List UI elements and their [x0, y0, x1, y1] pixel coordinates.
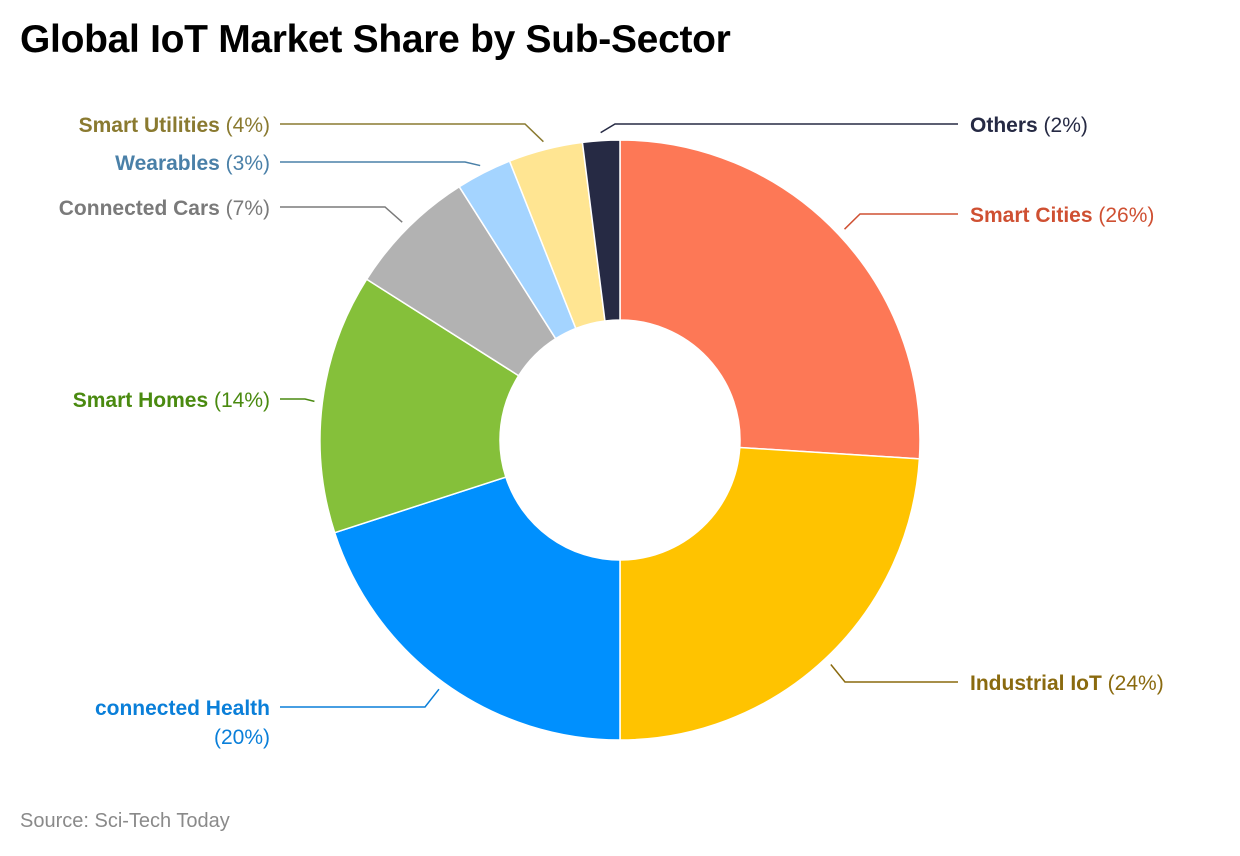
slice-value-label: (14%) [208, 389, 270, 412]
leader-lines-layer [280, 123, 958, 708]
slice-smart-homes[interactable] [319, 278, 520, 534]
slice-connected-health[interactable] [333, 476, 621, 741]
leader-line-smart-utilities [280, 123, 544, 143]
slice-smart-cities[interactable] [619, 139, 921, 460]
source-note: Source: Sci-Tech Today [20, 810, 230, 832]
slice-name: Others [970, 114, 1038, 137]
slice-value-label: (7%) [220, 197, 270, 220]
labels-layer: Smart Cities (26%) Industrial IoT (24%) co… [59, 114, 1164, 749]
slice-value-label: (24%) [1102, 672, 1164, 695]
slice-name: Smart Homes [73, 389, 208, 412]
slice-label-smart-cities: Smart Cities (26%) [970, 204, 1154, 227]
slice-label-others: Others (2%) [970, 114, 1088, 137]
slice-value-label: (20%) [214, 726, 270, 749]
slice-value-label: (4%) [220, 114, 270, 137]
slice-value-label: (26%) [1093, 204, 1155, 227]
slice-label-connected-cars: Connected Cars (7%) [59, 197, 270, 220]
chart-title: Global IoT Market Share by Sub-Sector [20, 18, 731, 61]
slice-others[interactable] [581, 139, 621, 322]
leader-line-smart-homes [280, 398, 315, 403]
slice-label-smart-homes: Smart Homes (14%) [73, 389, 270, 412]
slice-name: Connected Cars [59, 197, 220, 220]
leader-line-industrial-iot [830, 664, 958, 683]
slice-name: Smart Cities [970, 204, 1093, 227]
slice-value-label: (2%) [1038, 114, 1088, 137]
slice-label-industrial-iot: Industrial IoT (24%) [970, 672, 1164, 695]
slice-name: connected Health [95, 697, 270, 720]
slice-label-connected-health: connected Health [95, 697, 270, 720]
slice-industrial-iot[interactable] [619, 446, 921, 741]
slice-name: Industrial IoT [970, 672, 1102, 695]
leader-line-others [600, 123, 958, 134]
slice-value-label: (3%) [220, 152, 270, 175]
slice-label-smart-utilities: Smart Utilities (4%) [79, 114, 270, 137]
leader-line-smart-cities [843, 213, 958, 230]
leader-line-connected-cars [280, 206, 403, 223]
slice-name: Smart Utilities [79, 114, 220, 137]
slices-layer [319, 139, 921, 741]
leader-line-wearables [280, 161, 481, 167]
slice-name: Wearables [115, 152, 220, 175]
slice-label-wearables: Wearables (3%) [115, 152, 270, 175]
leader-line-connected-health [280, 688, 440, 708]
